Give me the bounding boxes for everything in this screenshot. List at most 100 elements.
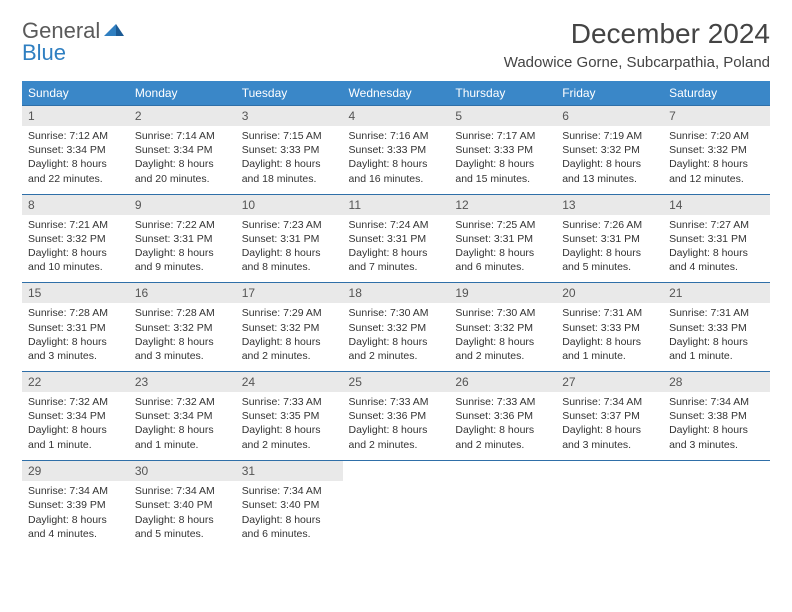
sunset-line: Sunset: 3:38 PM: [669, 409, 764, 423]
daylight-line: Daylight: 8 hours and 5 minutes.: [562, 246, 657, 274]
sunrise-line: Sunrise: 7:17 AM: [455, 129, 550, 143]
day-cell-content: Sunrise: 7:32 AMSunset: 3:34 PMDaylight:…: [129, 392, 236, 460]
day-cell-header: 17: [236, 282, 343, 303]
day-number: 8: [22, 194, 129, 215]
content-row: Sunrise: 7:34 AM Sunset: 3:39 PM Daylight:…: [22, 481, 770, 549]
daylight-line: Daylight: 8 hours and 22 minutes.: [28, 157, 123, 185]
day-cell-header: 1: [22, 105, 129, 126]
sunset-line: Sunset: 3:31 PM: [669, 232, 764, 246]
sunset-line: Sunset: 3:31 PM: [455, 232, 550, 246]
day-cell-content: Sunrise: 7:15 AMSunset: 3:33 PMDaylight:…: [236, 126, 343, 194]
daynum-row: 1234567: [22, 105, 770, 126]
daynum-row: 15161718192021: [22, 282, 770, 303]
day-content: Sunrise: 7:30 AMSunset: 3:32 PMDaylight:…: [449, 303, 556, 371]
day-number: 27: [556, 371, 663, 392]
daylight-line: Daylight: 8 hours and 13 minutes.: [562, 157, 657, 185]
daylight-line: Daylight: 8 hours and 6 minutes.: [455, 246, 550, 274]
daynum-row: 22232425262728: [22, 371, 770, 392]
day-number: 14: [663, 194, 770, 215]
day-cell-content: Sunrise: 7:34 AMSunset: 3:37 PMDaylight:…: [556, 392, 663, 460]
daylight-line: Daylight: 8 hours and 3 minutes.: [669, 423, 764, 451]
day-content: Sunrise: 7:31 AMSunset: 3:33 PMDaylight:…: [663, 303, 770, 371]
day-cell-header: 8: [22, 194, 129, 215]
daylight-line: Daylight: 8 hours and 10 minutes.: [28, 246, 123, 274]
day-cell-content: Sunrise: 7:30 AMSunset: 3:32 PMDaylight:…: [343, 303, 450, 371]
day-content: Sunrise: 7:31 AMSunset: 3:33 PMDaylight:…: [556, 303, 663, 371]
day-cell-header: 19: [449, 282, 556, 303]
sunrise-line: Sunrise: 7:33 AM: [242, 395, 337, 409]
sunrise-line: Sunrise: 7:21 AM: [28, 218, 123, 232]
daylight-line: Daylight: 8 hours and 5 minutes.: [135, 513, 230, 541]
day-content: Sunrise: 7:16 AMSunset: 3:33 PMDaylight:…: [343, 126, 450, 194]
day-cell-header: 27: [556, 371, 663, 392]
day-cell-content: Sunrise: 7:26 AMSunset: 3:31 PMDaylight:…: [556, 215, 663, 283]
day-cell-header: 31: [236, 460, 343, 481]
day-cell-content: Sunrise: 7:34 AMSunset: 3:40 PMDaylight:…: [129, 481, 236, 549]
daylight-line: Daylight: 8 hours and 2 minutes.: [242, 423, 337, 451]
sunset-line: Sunset: 3:40 PM: [242, 498, 337, 512]
daylight-line: Daylight: 8 hours and 18 minutes.: [242, 157, 337, 185]
day-number: 9: [129, 194, 236, 215]
day-number: 16: [129, 282, 236, 303]
day-content: Sunrise: 7:33 AMSunset: 3:36 PMDaylight:…: [449, 392, 556, 460]
day-cell-content: Sunrise: 7:19 AMSunset: 3:32 PMDaylight:…: [556, 126, 663, 194]
sunset-line: Sunset: 3:37 PM: [562, 409, 657, 423]
day-cell-header: 6: [556, 105, 663, 126]
weekday-header: Monday: [129, 81, 236, 105]
day-cell-content: Sunrise: 7:33 AMSunset: 3:36 PMDaylight:…: [343, 392, 450, 460]
day-cell-header: 13: [556, 194, 663, 215]
day-cell-content: Sunrise: 7:14 AMSunset: 3:34 PMDaylight:…: [129, 126, 236, 194]
daynum-row: 891011121314: [22, 194, 770, 215]
day-cell-header: 14: [663, 194, 770, 215]
day-content: Sunrise: 7:34 AMSunset: 3:37 PMDaylight:…: [556, 392, 663, 460]
sunset-line: Sunset: 3:33 PM: [669, 321, 764, 335]
day-cell-content: Sunrise: 7:27 AMSunset: 3:31 PMDaylight:…: [663, 215, 770, 283]
day-number: 7: [663, 105, 770, 126]
day-number: 31: [236, 460, 343, 481]
day-cell-header: [343, 460, 450, 481]
sunrise-line: Sunrise: 7:24 AM: [349, 218, 444, 232]
day-cell-content: Sunrise: 7:34 AMSunset: 3:40 PMDaylight:…: [236, 481, 343, 549]
day-number: 6: [556, 105, 663, 126]
day-content: Sunrise: 7:15 AMSunset: 3:33 PMDaylight:…: [236, 126, 343, 194]
logo-triangle-icon: [104, 18, 126, 44]
sunrise-line: Sunrise: 7:30 AM: [349, 306, 444, 320]
sunset-line: Sunset: 3:39 PM: [28, 498, 123, 512]
sunrise-line: Sunrise: 7:29 AM: [242, 306, 337, 320]
day-cell-content: Sunrise: 7:28 AMSunset: 3:31 PMDaylight:…: [22, 303, 129, 371]
day-cell-content: Sunrise: 7:20 AMSunset: 3:32 PMDaylight:…: [663, 126, 770, 194]
sunrise-line: Sunrise: 7:34 AM: [669, 395, 764, 409]
day-cell-header: 30: [129, 460, 236, 481]
calendar-table: Sunday Monday Tuesday Wednesday Thursday…: [22, 81, 770, 549]
day-cell-content: [556, 481, 663, 549]
day-cell-header: [449, 460, 556, 481]
day-number: 12: [449, 194, 556, 215]
sunset-line: Sunset: 3:31 PM: [135, 232, 230, 246]
sunset-line: Sunset: 3:33 PM: [242, 143, 337, 157]
day-number: 20: [556, 282, 663, 303]
daylight-line: Daylight: 8 hours and 2 minutes.: [349, 335, 444, 363]
day-content: Sunrise: 7:27 AMSunset: 3:31 PMDaylight:…: [663, 215, 770, 283]
day-number: 13: [556, 194, 663, 215]
sunrise-line: Sunrise: 7:22 AM: [135, 218, 230, 232]
logo-text-blue: Blue: [22, 40, 66, 66]
day-number: 30: [129, 460, 236, 481]
daylight-line: Daylight: 8 hours and 3 minutes.: [28, 335, 123, 363]
day-content: Sunrise: 7:33 AMSunset: 3:35 PMDaylight:…: [236, 392, 343, 460]
day-cell-header: 10: [236, 194, 343, 215]
day-content: Sunrise: 7:34 AMSunset: 3:38 PMDaylight:…: [663, 392, 770, 460]
day-content: Sunrise: 7:32 AMSunset: 3:34 PMDaylight:…: [129, 392, 236, 460]
day-cell-header: [556, 460, 663, 481]
sunset-line: Sunset: 3:31 PM: [28, 321, 123, 335]
day-cell-header: 11: [343, 194, 450, 215]
daylight-line: Daylight: 8 hours and 20 minutes.: [135, 157, 230, 185]
daylight-line: Daylight: 8 hours and 12 minutes.: [669, 157, 764, 185]
day-number: 22: [22, 371, 129, 392]
sunrise-line: Sunrise: 7:34 AM: [562, 395, 657, 409]
sunrise-line: Sunrise: 7:34 AM: [242, 484, 337, 498]
daylight-line: Daylight: 8 hours and 8 minutes.: [242, 246, 337, 274]
sunrise-line: Sunrise: 7:34 AM: [135, 484, 230, 498]
sunset-line: Sunset: 3:34 PM: [135, 143, 230, 157]
day-cell-content: Sunrise: 7:12 AMSunset: 3:34 PMDaylight:…: [22, 126, 129, 194]
day-cell-header: 4: [343, 105, 450, 126]
